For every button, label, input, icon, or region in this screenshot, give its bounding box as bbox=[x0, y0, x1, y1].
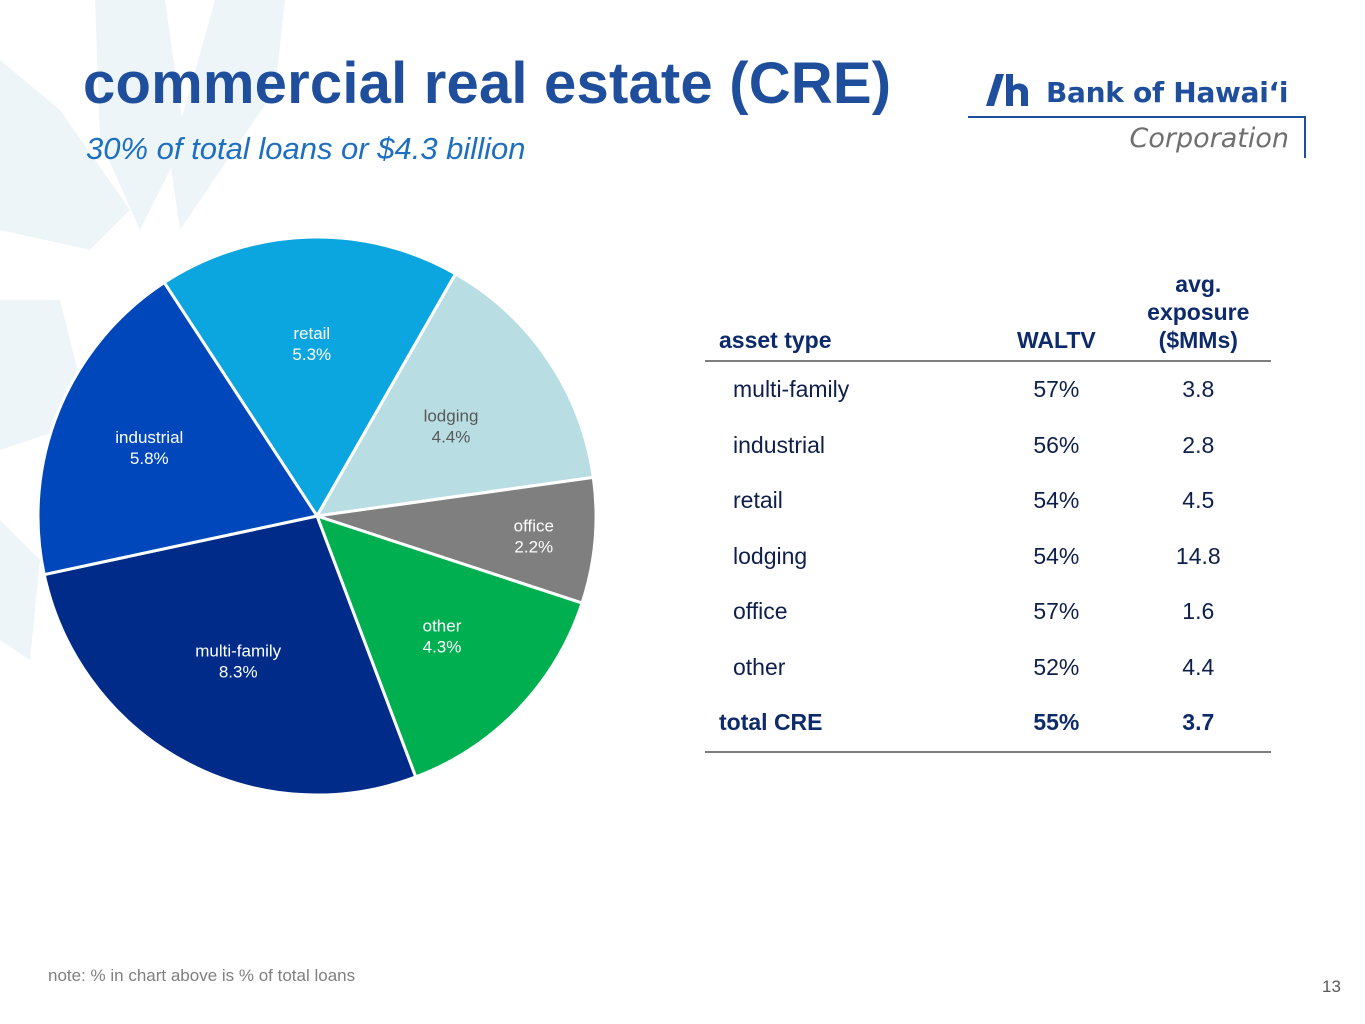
pie-label-name: retail bbox=[293, 324, 330, 343]
cell-exposure: 2.8 bbox=[1182, 431, 1215, 458]
table-row: lodging 54% 14.8 bbox=[705, 529, 1271, 585]
bank-logo-mark-icon bbox=[986, 74, 1028, 106]
pie-label-name: other bbox=[423, 617, 462, 636]
pie-label-name: lodging bbox=[424, 406, 479, 425]
pie-label-name: office bbox=[514, 516, 554, 535]
header-avg-exposure-label: avg. exposure ($MMs) bbox=[1147, 271, 1250, 353]
pie-label-value: 5.3% bbox=[292, 345, 331, 364]
footnote: note: % in chart above is % of total loa… bbox=[48, 966, 356, 985]
pie-slice-retail bbox=[162, 235, 458, 519]
pie-label-value: 4.4% bbox=[432, 427, 471, 446]
pie-label-value: 2.2% bbox=[514, 537, 553, 556]
bank-logo-corporation: Corporation bbox=[1129, 123, 1290, 154]
logo-divider-vertical bbox=[1304, 116, 1306, 158]
cell-asset-type: retail bbox=[733, 487, 783, 514]
table-row: retail 54% 4.5 bbox=[705, 473, 1271, 529]
cell-waltv: 57% bbox=[1033, 376, 1080, 403]
cell-waltv: 56% bbox=[1033, 431, 1080, 458]
pie-slice-lodging bbox=[314, 271, 596, 518]
cell-asset-type: industrial bbox=[733, 431, 826, 458]
cell-waltv: 54% bbox=[1033, 542, 1080, 569]
pie-label-lodging: lodging 4.4% bbox=[424, 406, 479, 446]
pie-label-multi-family: multi-family 8.3% bbox=[195, 642, 281, 682]
cell-total-label: total CRE bbox=[705, 695, 948, 753]
pie-label-other: other 4.3% bbox=[423, 617, 462, 657]
cell-exposure: 14.8 bbox=[1175, 542, 1221, 569]
table-row: industrial 56% 2.8 bbox=[705, 418, 1271, 474]
pie-label-value: 8.3% bbox=[219, 663, 258, 682]
table-total-row: total CRE 55% 3.7 bbox=[705, 695, 1271, 753]
header-waltv: WALTV bbox=[947, 270, 1126, 362]
pie-slice-office bbox=[316, 475, 598, 605]
cell-asset-type: multi-family bbox=[733, 376, 850, 403]
table-header-row: asset type WALTV avg. exposure ($MMs) bbox=[705, 270, 1271, 362]
logo-divider bbox=[968, 116, 1306, 118]
pie-label-industrial: industrial 5.8% bbox=[115, 428, 183, 468]
cell-waltv: 54% bbox=[1033, 487, 1080, 514]
cell-waltv: 52% bbox=[1033, 653, 1080, 680]
cell-exposure: 1.6 bbox=[1182, 598, 1215, 625]
pie-label-value: 5.8% bbox=[130, 449, 169, 468]
cell-total-exposure: 3.7 bbox=[1125, 695, 1271, 753]
cell-asset-type: office bbox=[733, 598, 788, 625]
cell-total-waltv: 55% bbox=[947, 695, 1126, 753]
header-asset-type: asset type bbox=[705, 270, 948, 362]
bank-logo-brand: Bank of Hawaiʻi bbox=[1046, 76, 1289, 109]
cell-exposure: 4.4 bbox=[1182, 653, 1215, 680]
table-row: office 57% 1.6 bbox=[705, 584, 1271, 640]
pie-label-retail: retail 5.3% bbox=[292, 324, 331, 364]
cre-asset-table: asset type WALTV avg. exposure ($MMs) mu… bbox=[705, 270, 1271, 753]
pie-label-name: multi-family bbox=[195, 642, 281, 661]
pie-label-name: industrial bbox=[115, 428, 183, 447]
page-number: 13 bbox=[1322, 977, 1341, 996]
cell-asset-type: lodging bbox=[733, 542, 808, 569]
pie-label-value: 4.3% bbox=[423, 638, 462, 657]
page-title: commercial real estate (CRE) bbox=[83, 51, 892, 116]
pie-slice-other bbox=[314, 513, 584, 779]
table-row: multi-family 57% 3.8 bbox=[705, 361, 1271, 418]
pie-label-office: office 2.2% bbox=[514, 516, 554, 556]
table-row: other 52% 4.4 bbox=[705, 640, 1271, 696]
cell-waltv: 57% bbox=[1033, 598, 1080, 625]
cell-exposure: 3.8 bbox=[1182, 376, 1215, 403]
cell-asset-type: other bbox=[733, 653, 786, 680]
cell-exposure: 4.5 bbox=[1182, 487, 1215, 514]
page-subtitle: 30% of total loans or $4.3 billion bbox=[86, 131, 526, 166]
cre-pie-chart: retail 5.3% lodging 4.4% office 2.2% other 4.3%… bbox=[36, 235, 598, 797]
pie-slice-industrial bbox=[36, 280, 320, 577]
bank-logo: Bank of Hawaiʻi Corporation bbox=[968, 66, 1313, 162]
pie-slice-multi-family bbox=[42, 514, 418, 797]
header-avg-exposure: avg. exposure ($MMs) bbox=[1125, 270, 1271, 362]
